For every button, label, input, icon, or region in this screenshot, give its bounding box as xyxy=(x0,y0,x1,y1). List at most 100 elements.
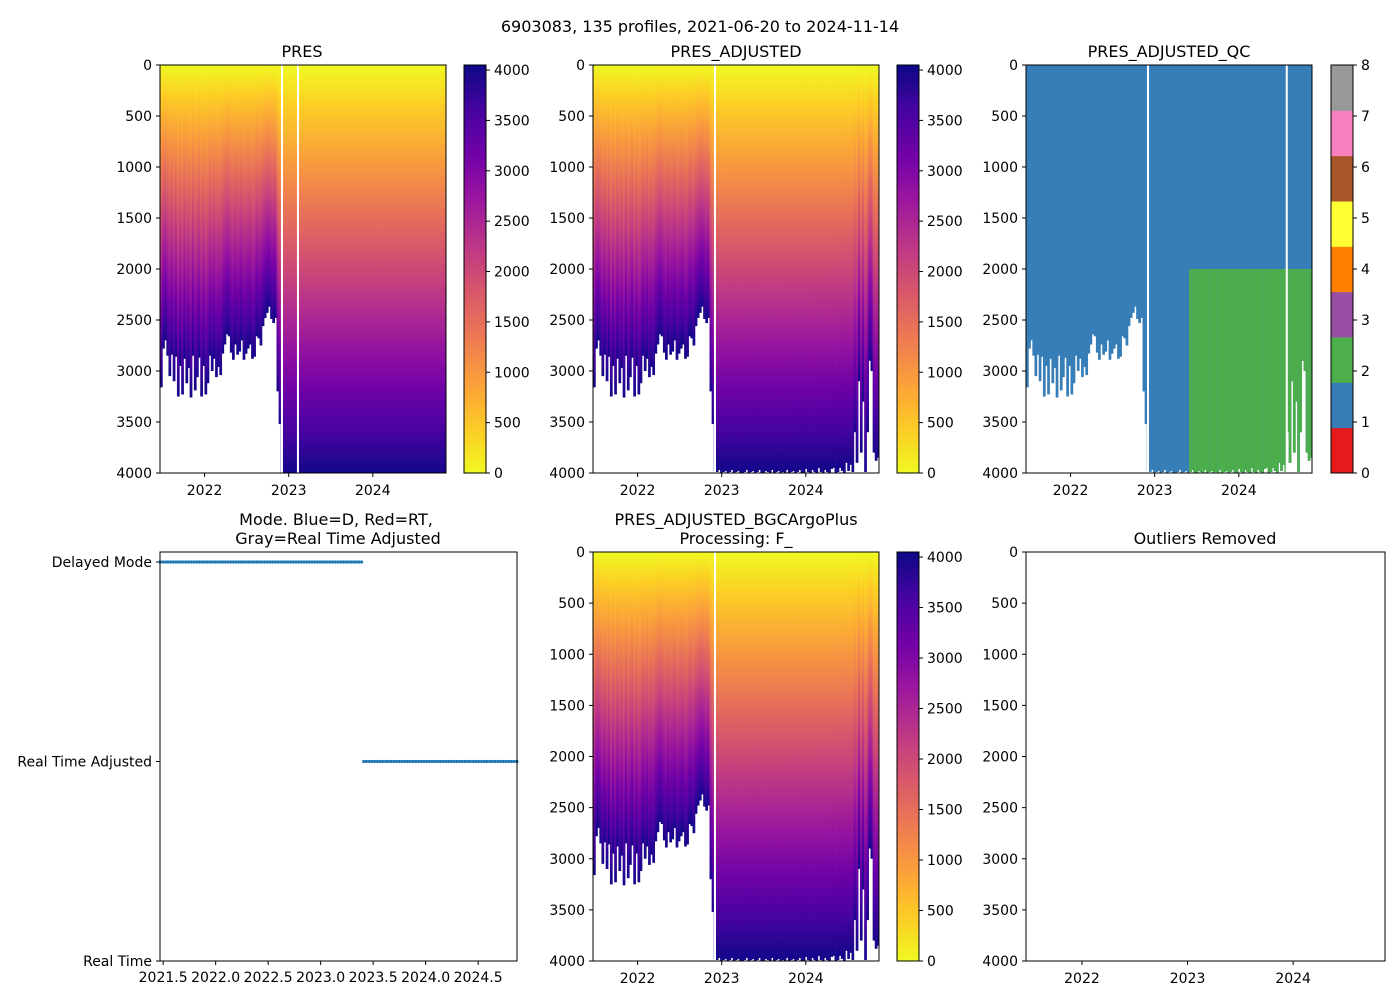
mode-point xyxy=(244,560,248,564)
mode-point xyxy=(307,560,311,564)
pres_adjusted-profile-column xyxy=(645,65,649,359)
pres-cbar-tick-label: 3500 xyxy=(494,113,530,129)
pres-profile-column xyxy=(289,65,292,473)
mode-point xyxy=(192,560,196,564)
bgcargoplus-profile-column xyxy=(597,552,600,829)
pres_adjusted_qc-profile-column xyxy=(1225,65,1228,471)
mode-point xyxy=(289,560,293,564)
bgcargoplus-profile-column xyxy=(684,552,687,847)
pres-cbar-tick-label: 2000 xyxy=(494,265,530,281)
pres-profile-column xyxy=(179,65,182,366)
bgcargoplus-profile-column xyxy=(868,552,872,849)
pres_adjusted_qc-profile-column xyxy=(1032,65,1036,356)
pres_adjusted_qc-cbar-segment xyxy=(1331,65,1353,111)
pres_adjusted-profile-column xyxy=(857,65,861,382)
pres_adjusted-profile-column xyxy=(826,65,829,472)
pres-profile-column xyxy=(227,65,231,337)
pres_adjusted_qc-profile-column xyxy=(1131,65,1135,313)
bgcargoplus-profile-column xyxy=(751,552,755,959)
pres_adjusted-profile-column xyxy=(754,65,757,473)
bgcargoplus-profile-column xyxy=(870,552,874,859)
mode-point xyxy=(310,560,314,564)
mode-point xyxy=(438,759,442,764)
mode-point xyxy=(493,759,497,764)
bgcargoplus-profile-column xyxy=(633,552,636,885)
pres-cbar-tick-label: 1000 xyxy=(494,365,530,381)
mode-point xyxy=(341,560,345,564)
mode-point xyxy=(411,759,415,764)
bgcargoplus-cbar-tick-label: 0 xyxy=(927,954,936,970)
pres-profile-column xyxy=(246,65,250,349)
pres_adjusted-profile-column xyxy=(796,65,800,472)
pres_adjusted_qc-qc-adjusted-column xyxy=(1237,269,1241,469)
pres_adjusted_qc-qc-adjusted-column xyxy=(1233,269,1237,473)
pres-profile-column xyxy=(272,65,275,324)
pres_adjusted_qc-profile-column xyxy=(1125,65,1129,346)
pres_adjusted_qc-profile-column xyxy=(1034,65,1038,377)
pres_adjusted-profile-column xyxy=(722,65,725,472)
pres_adjusted-cbar-tick-label: 0 xyxy=(927,466,936,482)
pres-profile-column xyxy=(221,65,225,354)
mode-point xyxy=(504,759,508,764)
pres_adjusted-profile-column xyxy=(773,65,776,473)
pres_adjusted_qc-cbar-segment xyxy=(1331,382,1353,429)
mode-point xyxy=(362,759,366,764)
pres_adjusted-cbar-tick-label: 2500 xyxy=(927,214,963,230)
pres_adjusted-profile-column xyxy=(686,65,689,357)
pres_adjusted-profile-column xyxy=(762,65,766,473)
bgcargoplus-profile-column xyxy=(694,552,698,814)
bgcargoplus-cbar-tick-label: 4000 xyxy=(927,550,963,566)
pres_adjusted-profile-column xyxy=(593,65,596,388)
bgcargoplus-profile-column xyxy=(754,552,757,961)
pres_adjusted_qc-qc-adjusted-column xyxy=(1282,269,1286,465)
pres-gap-line xyxy=(280,65,283,473)
pres_adjusted_qc-qc-adjusted-column xyxy=(1265,269,1269,468)
pres-profile-column xyxy=(164,65,167,341)
pres-profile-column xyxy=(261,65,265,327)
pres_adjusted_qc-profile-column xyxy=(1100,65,1103,345)
mode-point xyxy=(171,560,175,564)
pres_adjusted_qc-profile-column xyxy=(1110,65,1114,354)
pres_adjusted_qc-cbar-segment xyxy=(1331,201,1353,247)
bgcargoplus-profile-column xyxy=(741,552,745,961)
pres-profile-column xyxy=(236,65,239,355)
pres-profile-column xyxy=(200,65,203,397)
pres-profile-column xyxy=(431,65,434,473)
bgcargoplus-profile-column xyxy=(842,552,846,961)
pres-ytick-label: 2500 xyxy=(116,313,152,329)
bgcargoplus-profile-column xyxy=(874,552,878,949)
pres_adjusted_qc-profile-column xyxy=(1259,65,1262,472)
pres_adjusted-profile-column xyxy=(698,65,702,313)
pres-profile-column xyxy=(282,65,286,473)
pres_adjusted-profile-column xyxy=(787,65,791,473)
pres-profile-column xyxy=(202,65,206,366)
bgcargoplus-profile-column xyxy=(690,552,694,827)
mode-point xyxy=(325,560,330,564)
mode-point xyxy=(236,560,241,564)
mode-point xyxy=(430,759,434,764)
bgcargoplus-ytick-label: 3000 xyxy=(549,852,585,868)
bgcargoplus-profile-column xyxy=(872,552,876,941)
pres_adjusted_qc-cbar-tick-label: 2 xyxy=(1361,364,1370,380)
pres-profile-column xyxy=(293,65,297,473)
pres_adjusted-profile-column xyxy=(775,65,778,472)
pres-profile-column xyxy=(193,65,197,391)
bgcargoplus-profile-column xyxy=(734,552,738,960)
pres_adjusted_qc-profile-column xyxy=(1028,65,1031,349)
pres_adjusted_qc-profile-column xyxy=(1218,65,1222,470)
mode-point xyxy=(260,560,264,564)
pres_adjusted-profile-column xyxy=(726,65,730,473)
pres_adjusted_qc-qc-adjusted-column xyxy=(1235,269,1239,473)
mode-point xyxy=(291,560,296,564)
bgcargoplus-profile-column xyxy=(821,552,825,961)
mode-point xyxy=(179,560,183,564)
pres_adjusted_qc-profile-column xyxy=(1223,65,1226,472)
mode-title-line-1: Mode. Blue=D, Red=RT, xyxy=(239,510,433,529)
pres-profile-column xyxy=(337,65,341,473)
pres_adjusted-profile-column xyxy=(612,65,615,366)
pres_adjusted-profile-column xyxy=(766,65,770,472)
pres-profile-column xyxy=(212,65,216,359)
pres-profile-column xyxy=(424,65,428,473)
bgcargoplus-profile-column xyxy=(857,552,861,869)
pres-profile-column xyxy=(331,65,335,473)
